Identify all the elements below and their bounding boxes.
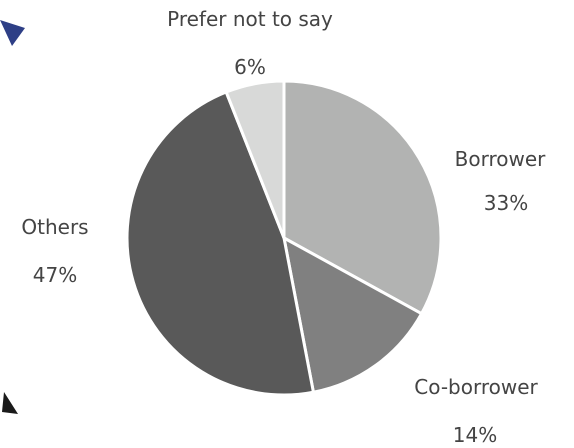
triangle-arrow-icon [2, 392, 18, 414]
pie-slice-prefer-not-to-say [224, 79, 286, 240]
pie-slice-others [125, 90, 315, 397]
pie-slice-co-borrower [282, 236, 424, 394]
slice-value-co-borrower: 14% [452, 423, 498, 447]
triangle-arrow-icon [0, 20, 25, 46]
slice-label-others: Others [21, 215, 89, 239]
slice-label-co-borrower: Co-borrower [414, 375, 538, 399]
pie-slice-borrower [282, 79, 443, 316]
slice-label-borrower: Borrower [454, 147, 546, 171]
pie-slices [125, 79, 443, 397]
slice-label-prefer-not-to-say: Prefer not to say [167, 7, 333, 31]
slice-value-others: 47% [32, 263, 78, 287]
slice-value-prefer-not-to-say: 6% [234, 55, 266, 79]
slice-value-borrower: 33% [483, 191, 529, 215]
